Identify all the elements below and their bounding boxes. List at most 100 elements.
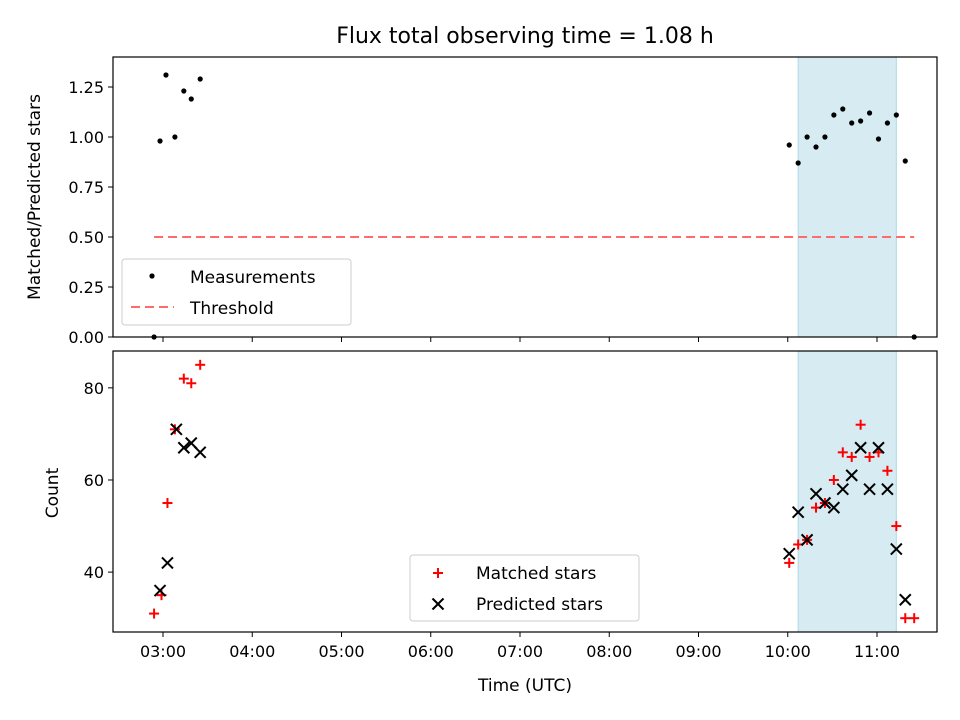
x-tick-label: 03:00 <box>140 642 186 661</box>
predicted-star-point <box>170 423 183 436</box>
predicted-star-point-b <box>783 547 796 560</box>
highlight-span-rect <box>797 56 897 338</box>
bottom-x-axis: 03:00 04:00 05:00 06:00 07:00 08:00 09:00 10:00… <box>140 632 900 661</box>
x-tick-label: 06:00 <box>408 642 454 661</box>
measurement-point <box>188 96 194 102</box>
predicted-star-point <box>153 584 167 597</box>
predicted-star-point <box>818 496 832 510</box>
predicted-star-point-b <box>881 482 894 496</box>
matched-star-point <box>186 378 197 389</box>
measurement-point <box>849 120 855 126</box>
predicted-star-point <box>783 547 796 560</box>
measurement-point <box>902 158 908 164</box>
predicted-star-point-b <box>791 506 805 519</box>
bottom-legend: Matched stars Predicted stars <box>409 554 640 622</box>
predicted-star-point <box>899 593 912 606</box>
matched-star-point <box>784 557 795 568</box>
predicted-star-point-b <box>161 556 174 570</box>
predicted-star-point-b <box>845 469 858 482</box>
highlight-span-top <box>797 56 897 338</box>
y-tick-label: 80 <box>84 379 104 398</box>
chart-title: Flux total observing time = 1.08 h <box>336 24 714 49</box>
predicted-star-point-b <box>185 436 198 450</box>
legend-marker-matched <box>433 568 443 578</box>
top-y-axis-label: Matched/Predicted stars <box>25 94 45 300</box>
predicted-star-point-b <box>170 423 183 436</box>
matched-star-point <box>149 608 160 619</box>
legend-x-glyph <box>431 597 445 611</box>
predicted-star-point-b <box>193 446 207 459</box>
measurement-point <box>157 138 163 144</box>
x-tick-label: 04:00 <box>229 642 275 661</box>
bottom-y-axis-label: Count <box>43 467 63 518</box>
matched-star-point <box>864 451 875 462</box>
predicted-star-point <box>890 542 903 556</box>
predicted-star-point-b <box>872 441 885 454</box>
measurement-point <box>172 134 178 140</box>
measurement-point <box>813 144 819 150</box>
x-tick-label: 08:00 <box>586 642 632 661</box>
matched-star-point <box>178 373 189 384</box>
measurement-point <box>858 118 864 124</box>
predicted-star-point <box>800 533 814 547</box>
x-tick-label: 11:00 <box>854 642 900 661</box>
top-axes-frame <box>112 56 938 338</box>
measurement-point <box>163 72 169 78</box>
matched-star-point <box>882 465 893 476</box>
predicted-star-point <box>872 441 885 454</box>
predicted-star-point-b <box>899 593 912 606</box>
bottom-axes-frame <box>112 350 938 633</box>
predicted-star-point <box>836 482 849 496</box>
matched-star-point <box>828 474 839 485</box>
predicted-star-point <box>161 556 174 570</box>
y-tick-label: 40 <box>84 563 104 582</box>
y-tick-label: 0.75 <box>68 178 104 197</box>
legend-label-threshold: Threshold <box>189 299 274 319</box>
matched-star-point <box>169 424 180 435</box>
y-tick-label: 0.50 <box>68 228 104 247</box>
matched-star-point <box>846 451 857 462</box>
predicted-star-point <box>193 446 207 459</box>
predicted-star-point-b <box>809 487 823 501</box>
x-tick-label: 09:00 <box>675 642 721 661</box>
measurement-point <box>795 160 801 166</box>
measurement-point <box>822 134 828 140</box>
predicted-star-point <box>854 441 867 454</box>
measurement-point <box>804 134 810 140</box>
measurement-point <box>875 136 882 142</box>
bottom-legend-box <box>409 554 640 622</box>
top-legend: Measurements Threshold <box>121 258 352 326</box>
predicted-star-point <box>791 506 805 519</box>
top-y-axis: 0.00 0.25 0.50 0.75 1.00 1.25 <box>68 78 113 347</box>
top-legend-box <box>121 258 352 326</box>
predicted-star-point <box>881 482 894 496</box>
measurement-point <box>840 106 846 112</box>
y-tick-label: 1.00 <box>68 128 104 147</box>
predicted-star-point-b <box>827 501 841 514</box>
top-x-axis <box>162 337 878 342</box>
matched-star-point <box>909 613 920 624</box>
bottom-x-axis-label: Time (UTC) <box>477 676 572 696</box>
measurement-point <box>893 112 899 118</box>
matched-star-point <box>855 419 866 430</box>
legend-plus-glyph <box>433 568 443 578</box>
matched-star-point <box>195 359 206 370</box>
y-tick-label: 60 <box>84 471 104 490</box>
x-tick-label: 07:00 <box>497 642 543 661</box>
measurement-point <box>786 142 792 148</box>
predicted-star-point <box>177 441 191 454</box>
matched-star-point <box>891 521 902 532</box>
legend-label-matched: Matched stars <box>476 564 596 584</box>
matched-star-point <box>837 447 848 458</box>
y-tick-label: 1.25 <box>68 78 104 97</box>
measurement-point <box>831 112 837 118</box>
predicted-star-point-b <box>836 482 849 496</box>
predicted-star-point-b <box>890 542 903 556</box>
predicted-star-point-b <box>818 496 832 510</box>
measurement-point <box>866 110 873 116</box>
legend-marker-predicted <box>431 597 445 611</box>
measurement-point <box>197 76 203 82</box>
legend-x-glyph-b <box>431 597 445 611</box>
measurement-point <box>181 88 187 94</box>
